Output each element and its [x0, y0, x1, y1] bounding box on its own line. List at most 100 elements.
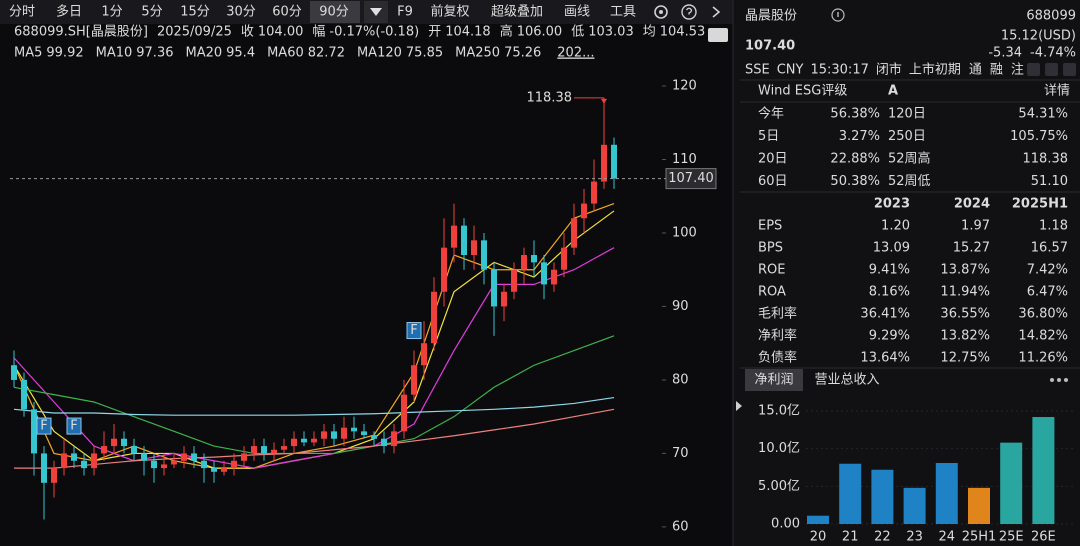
esg-link[interactable]: 详情 [1044, 84, 1070, 99]
ma-line [14, 408, 615, 469]
candle-body [271, 449, 277, 454]
price-usd: 15.12(USD) [1001, 29, 1076, 44]
stat-label: 52周低 [888, 174, 931, 189]
change-pct: -4.74% [1030, 46, 1076, 61]
x-tick-label: 22 [874, 530, 891, 545]
info-item: 均 [643, 25, 656, 40]
fin-label: BPS [758, 241, 783, 256]
y-tick-label: 110 [672, 152, 697, 167]
fin-label: ROA [758, 285, 786, 300]
tool-icon[interactable] [1027, 63, 1040, 76]
event-marker[interactable] [406, 322, 422, 340]
candle-body [571, 218, 577, 248]
fin-value: 16.57 [1031, 241, 1068, 256]
event-marker[interactable] [36, 417, 52, 435]
candle-body [51, 468, 57, 483]
fin-label: EPS [758, 219, 782, 234]
toolbar-item[interactable]: 5分 [141, 5, 162, 20]
bar [871, 469, 894, 524]
tool-icon[interactable] [1045, 63, 1058, 76]
help-icon[interactable] [681, 4, 697, 20]
candle-body [591, 181, 597, 204]
more-dot [1057, 378, 1061, 382]
candle-body [251, 446, 257, 454]
stat-value: 56.38% [830, 107, 880, 122]
bar [935, 462, 958, 524]
legend-name: MA60 [267, 46, 304, 61]
chart-expand-icon[interactable] [736, 401, 742, 411]
candle-body [181, 453, 187, 461]
fin-value: 8.16% [869, 285, 910, 300]
next-icon[interactable] [712, 6, 721, 18]
info-item: 低 [571, 25, 584, 40]
y-tick-label: 0.00 [771, 517, 800, 532]
candle-body [451, 225, 457, 248]
candle-body [611, 144, 617, 179]
candle-body [491, 269, 497, 307]
y-tick-label: 80 [672, 372, 689, 387]
candle-body [531, 255, 537, 263]
legend-value: 82.72 [308, 46, 345, 61]
more-dot[interactable] [1050, 378, 1054, 382]
candle-body [41, 453, 47, 483]
stat-value: 3.27% [839, 129, 880, 144]
candle-body [231, 460, 237, 469]
bar [903, 487, 926, 524]
toolbar-item[interactable]: F9 [397, 5, 413, 20]
toolbar-item[interactable]: 前复权 [430, 4, 469, 20]
y-tick-label: 120 [672, 79, 697, 94]
status-item[interactable]: 融 [990, 63, 1003, 78]
legend-more[interactable]: 202... [557, 46, 594, 61]
fin-value: 1.18 [1039, 219, 1068, 234]
wp-icon[interactable] [708, 28, 728, 42]
tool-icon[interactable] [1063, 63, 1076, 76]
toolbar-item[interactable]: 多日 [56, 4, 82, 20]
candle-body [171, 460, 177, 465]
last-price-label: 107.40 [668, 171, 714, 186]
tab[interactable]: 净利润 [754, 373, 793, 388]
event-marker-label: F [70, 419, 77, 434]
tab-selected-bg [745, 369, 803, 391]
fin-value: 12.75% [940, 351, 990, 366]
ma-line [13, 335, 615, 455]
toolbar-item[interactable]: 画线 [564, 5, 590, 20]
legend-name: MA10 [96, 46, 133, 61]
stat-label: 今年 [758, 106, 784, 122]
tab[interactable]: 营业总收入 [814, 373, 879, 388]
candle-body [321, 431, 327, 439]
toolbar-item[interactable]: 15分 [180, 5, 210, 20]
toolbar-item[interactable]: 60分 [272, 5, 302, 20]
stat-label: 60日 [758, 174, 788, 189]
x-tick-label: 25H1 [962, 530, 997, 545]
y-tick-label: 15.0亿 [758, 404, 800, 419]
help-mark [685, 7, 693, 15]
esg-rating: A [888, 84, 898, 99]
legend-name: MA250 [455, 46, 500, 61]
toolbar-item[interactable]: 1分 [101, 5, 122, 20]
legend-value: 95.4 [226, 46, 255, 61]
status-item[interactable]: 注 [1011, 63, 1024, 78]
info-item: 104.18 [445, 25, 491, 40]
settings-icon[interactable] [654, 5, 668, 19]
legend-value: 75.85 [406, 46, 443, 61]
candle-body [81, 460, 87, 469]
status-item: 闭市 [876, 62, 902, 78]
toolbar-item[interactable]: 90分 [319, 5, 349, 20]
candle-body [281, 446, 287, 450]
toolbar-item[interactable]: 工具 [610, 5, 636, 20]
event-marker[interactable] [66, 417, 82, 435]
info-icon[interactable] [831, 8, 845, 22]
toolbar-item[interactable]: 30分 [226, 5, 256, 20]
toolbar-item[interactable]: 超级叠加 [491, 5, 543, 20]
x-tick-label: 23 [906, 530, 923, 545]
fin-value: 7.42% [1027, 263, 1068, 278]
stat-label: 52周高 [888, 151, 931, 167]
status-item[interactable]: 通 [969, 63, 982, 78]
fin-value: 13.87% [940, 263, 990, 278]
toolbar-item[interactable]: 分时 [9, 5, 35, 20]
esg-label: Wind ESG评级 [758, 84, 847, 99]
candle-body [481, 240, 487, 270]
candle-body [341, 427, 347, 439]
fin-value: 13.82% [940, 329, 990, 344]
